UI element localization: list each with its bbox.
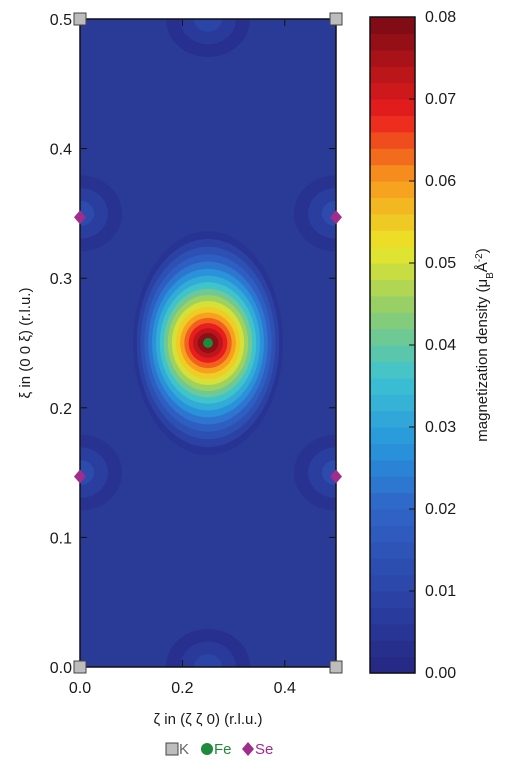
colorbar-band — [370, 82, 415, 100]
colorbar-tick-label: 0.06 — [425, 173, 456, 190]
colorbar-label: magnetization density (μBÅ-2) — [474, 248, 496, 441]
legend-k-label: K — [179, 741, 189, 758]
colorbar-label-close: ) — [474, 248, 491, 253]
colorbar-band — [370, 427, 415, 444]
colorbar-band — [370, 509, 415, 526]
colorbar-band — [370, 295, 415, 313]
colorbar-ticks: 0.00 0.01 0.02 0.03 0.04 0.05 0.06 0.07 0.08 — [409, 9, 456, 682]
colorbar-band — [370, 656, 415, 674]
colorbar-band — [370, 181, 415, 198]
atom-markers — [73, 12, 343, 674]
legend-fe-circle-icon — [201, 743, 213, 755]
colorbar-band — [370, 377, 415, 395]
plot-frame — [79, 18, 337, 668]
colorbar-band — [370, 410, 415, 428]
colorbar-band — [370, 99, 415, 116]
y-tick-label: 0.0 — [50, 660, 72, 677]
legend-fe-label: Fe — [214, 741, 232, 758]
colorbar-tick-label: 0.05 — [425, 255, 456, 272]
se-atom-marker — [74, 210, 86, 225]
y-tick-label: 0.3 — [50, 271, 72, 288]
colorbar-tick-label: 0.00 — [425, 665, 456, 682]
colorbar-band — [370, 115, 415, 133]
colorbar-band — [370, 279, 415, 297]
colorbar-tick-label: 0.04 — [425, 337, 456, 354]
colorbar-band — [370, 131, 415, 149]
colorbar-tick-label: 0.02 — [425, 501, 456, 518]
colorbar-band — [370, 459, 415, 477]
y-tick-label: 0.2 — [50, 401, 72, 418]
colorbar-label-sup: -2 — [474, 253, 485, 262]
colorbar-band — [370, 640, 415, 658]
colorbar-band — [370, 492, 415, 510]
se-atom-marker — [330, 469, 342, 484]
colorbar-band — [370, 164, 415, 182]
colorbar-band — [370, 361, 415, 379]
x-axis: 0.0 0.2 0.4 — [69, 19, 296, 697]
colorbar-band — [370, 33, 415, 51]
colorbar-band — [370, 66, 415, 84]
colorbar-band — [370, 623, 415, 641]
colorbar-band — [370, 49, 415, 67]
colorbar-band — [370, 443, 415, 461]
density-contour — [194, 19, 222, 32]
colorbar-tick-label: 0.01 — [425, 583, 456, 600]
colorbar-label-angstrom: Å — [474, 262, 491, 272]
colorbar-band — [370, 591, 415, 608]
x-tick-label: 0.4 — [274, 680, 296, 697]
colorbar-band — [370, 607, 415, 625]
colorbar-band — [370, 328, 415, 346]
legend-se-diamond-icon — [242, 742, 254, 756]
colorbar-band — [370, 345, 415, 362]
x-axis-label: ζ in (ζ ζ 0) (r.l.u.) — [153, 711, 262, 728]
colorbar-tick-label: 0.07 — [425, 91, 456, 108]
colorbar-band — [370, 574, 415, 592]
colorbar-band — [370, 394, 415, 412]
colorbar-label-sub: B — [485, 272, 496, 279]
legend-k-square-icon — [165, 742, 179, 756]
density-contour — [194, 654, 222, 667]
fe-atom-marker — [203, 338, 213, 348]
y-tick-label: 0.1 — [50, 530, 72, 547]
heatmap-plot-area — [79, 18, 337, 668]
x-tick-label: 0.2 — [171, 680, 193, 697]
se-atom-marker — [330, 210, 342, 225]
colorbar-band — [370, 312, 415, 330]
y-tick-label: 0.5 — [50, 12, 72, 29]
colorbar-label-main: magnetization density (μ — [474, 279, 491, 442]
colorbar-band — [370, 263, 415, 280]
y-axis-label: ξ in (0 0 ξ) (r.l.u.) — [17, 288, 34, 399]
colorbar-bands — [370, 17, 415, 674]
k-atom-marker — [329, 660, 343, 674]
k-atom-marker — [73, 660, 87, 674]
colorbar-tick-label: 0.03 — [425, 419, 456, 436]
colorbar-band — [370, 17, 415, 34]
colorbar-band — [370, 558, 415, 576]
colorbar-band — [370, 246, 415, 264]
colorbar-band — [370, 148, 415, 166]
colorbar-band — [370, 197, 415, 215]
x-tick-label: 0.0 — [69, 680, 91, 697]
colorbar-band — [370, 213, 415, 231]
legend-se-label: Se — [255, 741, 273, 758]
y-tick-label: 0.4 — [50, 142, 72, 159]
k-atom-marker — [329, 12, 343, 26]
colorbar-band — [370, 541, 415, 559]
density-features — [80, 19, 336, 667]
k-atom-marker — [73, 12, 87, 26]
colorbar-band — [370, 230, 415, 248]
legend: K Fe Se — [165, 741, 273, 758]
y-axis: 0.0 0.1 0.2 0.3 0.4 0.5 — [50, 12, 336, 677]
colorbar-band — [370, 525, 415, 543]
se-atom-marker — [74, 469, 86, 484]
colorbar-band — [370, 476, 415, 494]
colorbar-tick-label: 0.08 — [425, 9, 456, 26]
colorbar: 0.00 0.01 0.02 0.03 0.04 0.05 0.06 0.07 0.08 mag… — [369, 9, 496, 682]
